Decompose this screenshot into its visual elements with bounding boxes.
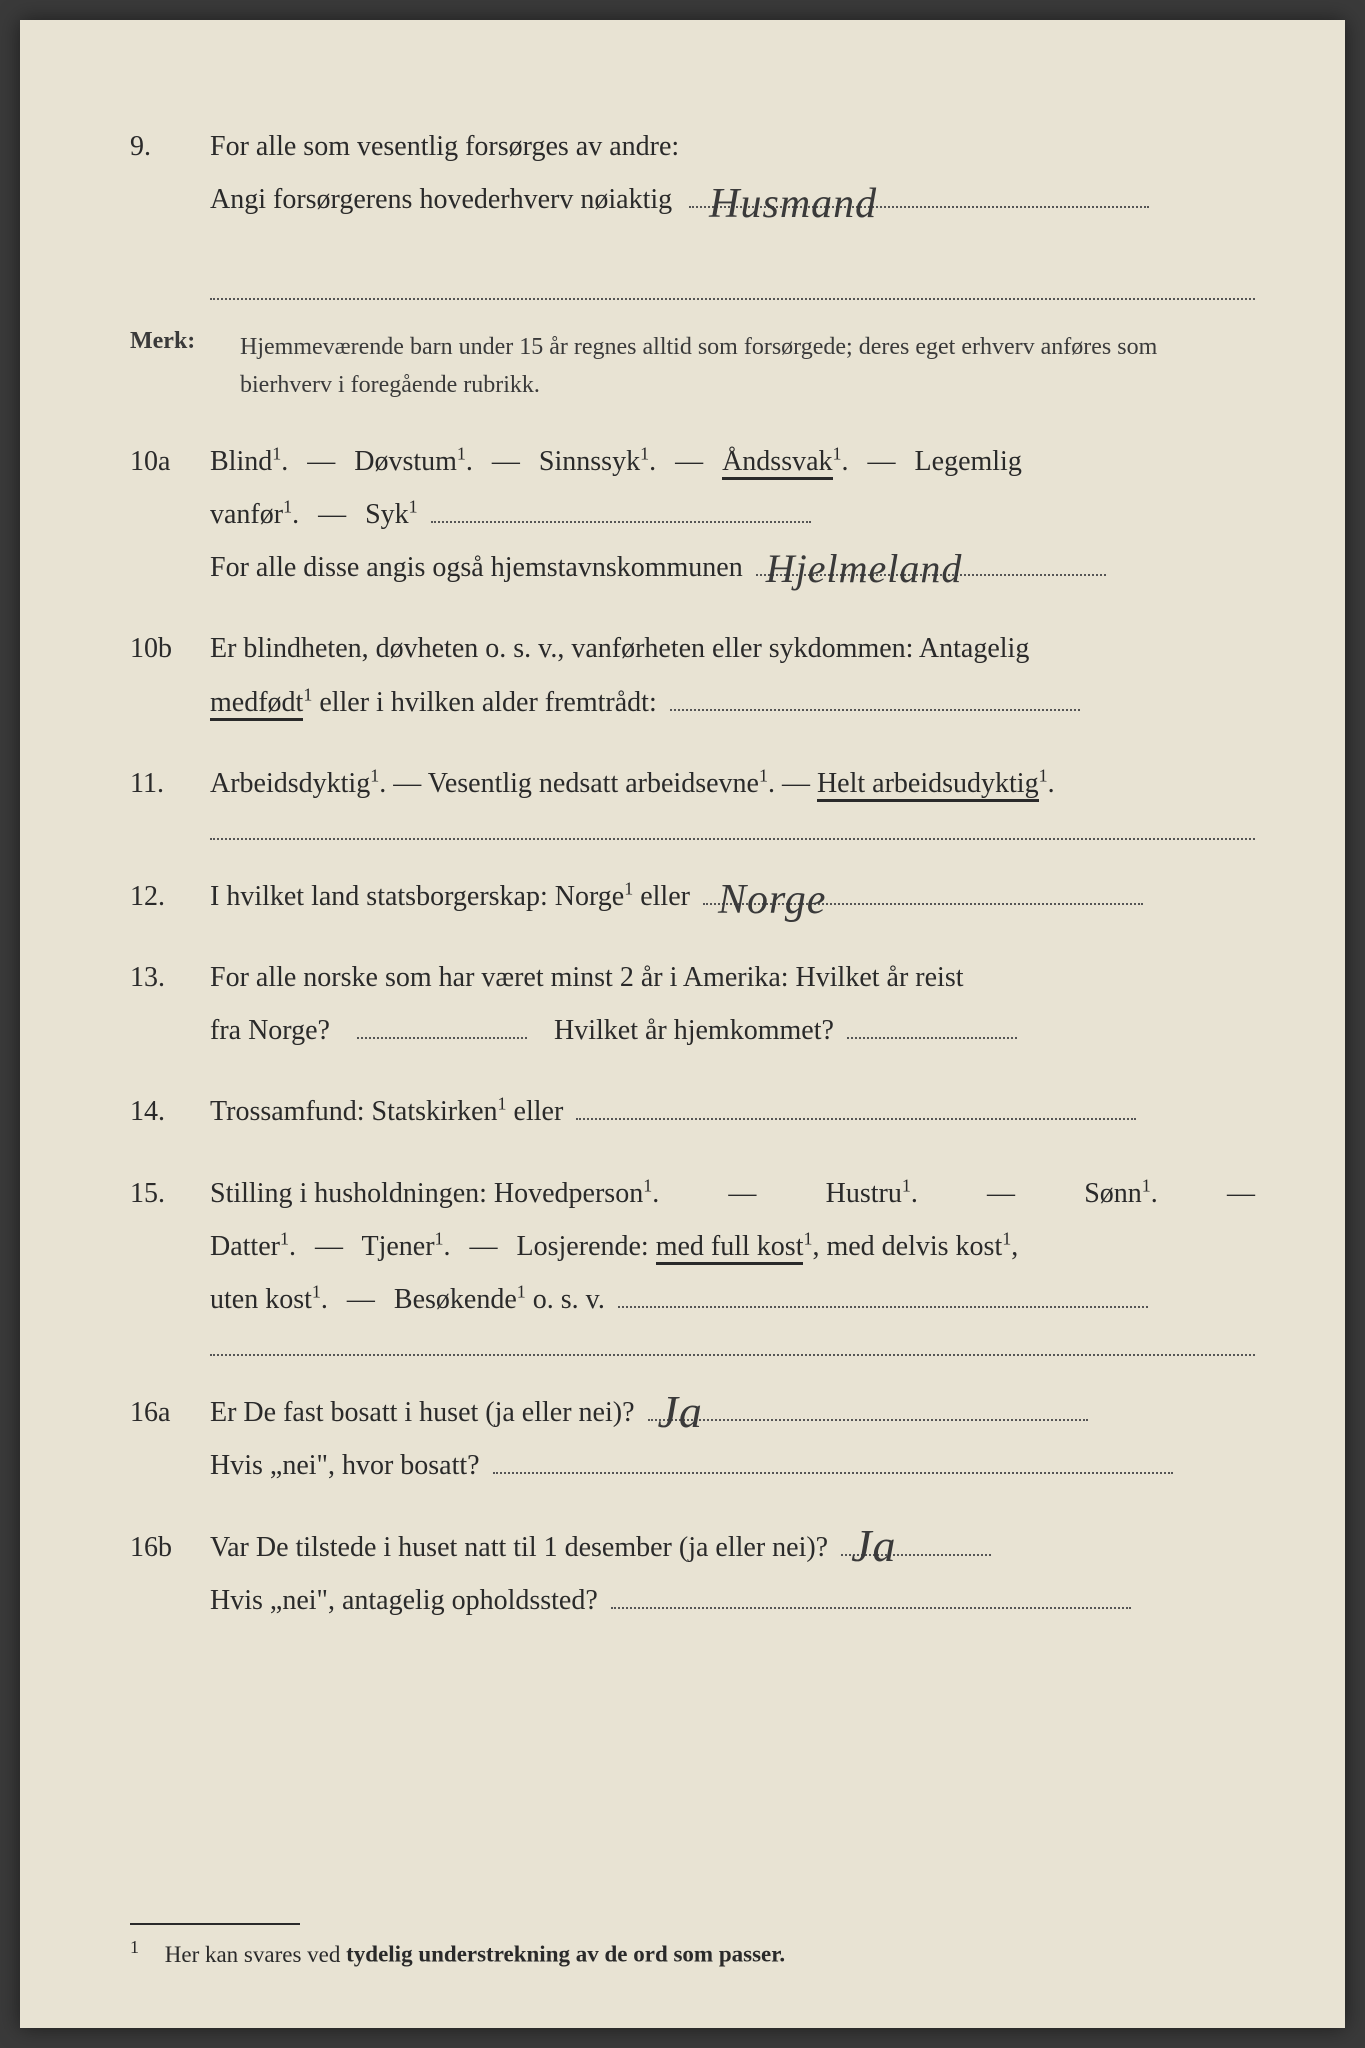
question-content: Arbeidsdyktig1. — Vesentlig nedsatt arbe…	[210, 757, 1255, 810]
q9-line2: Angi forsørgerens hovederhverv nøiaktig …	[210, 173, 1255, 226]
merk-label: Merk:	[130, 328, 240, 355]
question-13: 13. For alle norske som har været minst …	[130, 951, 1255, 1057]
q10a-options-line1: Blind1. — Døvstum1. — Sinnssyk1. — Åndss…	[210, 435, 1255, 488]
divider-line	[210, 1354, 1255, 1356]
question-10b: 10b Er blindheten, døvheten o. s. v., va…	[130, 622, 1255, 728]
q12-handwritten: Norge	[718, 861, 826, 941]
question-content: For alle som vesentlig forsørges av andr…	[210, 120, 1255, 300]
footnote-text: 1 Her kan svares ved tydelig understrekn…	[130, 1937, 1255, 1968]
question-12: 12. I hvilket land statsborgerskap: Norg…	[130, 870, 1255, 923]
q10b-line1: Er blindheten, døvheten o. s. v., vanfør…	[210, 622, 1255, 675]
question-number: 11.	[130, 757, 210, 810]
q16a-field1[interactable]: Ja	[648, 1388, 1088, 1422]
q13-year-left-field[interactable]	[357, 1006, 527, 1040]
question-number: 10a	[130, 435, 210, 488]
question-content: Trossamfund: Statskirken1 eller	[210, 1085, 1255, 1138]
question-number: 16b	[130, 1521, 210, 1574]
q13-line1: For alle norske som har været minst 2 år…	[210, 951, 1255, 1004]
question-content: For alle norske som har været minst 2 år…	[210, 951, 1255, 1057]
footnote: 1 Her kan svares ved tydelig understrekn…	[130, 1923, 1255, 1968]
question-14: 14. Trossamfund: Statskirken1 eller	[130, 1085, 1255, 1138]
q15-line2: Datter1. — Tjener1. — Losjerende: med fu…	[210, 1220, 1255, 1273]
question-16a: 16a Er De fast bosatt i huset (ja eller …	[130, 1386, 1255, 1492]
q10b-age-field[interactable]	[670, 677, 1080, 711]
question-number: 13.	[130, 951, 210, 1004]
q16a-line1: Er De fast bosatt i huset (ja eller nei)…	[210, 1386, 1255, 1439]
question-number: 16a	[130, 1386, 210, 1439]
q10a-line3: For alle disse angis også hjemstavnskomm…	[210, 541, 1255, 594]
q10a-handwritten: Hjelmeland	[766, 531, 963, 607]
question-content: Var De tilstede i huset natt til 1 desem…	[210, 1521, 1255, 1627]
q14-field[interactable]	[576, 1087, 1136, 1121]
question-content: Stilling i husholdningen: Hovedperson1. …	[210, 1167, 1255, 1327]
question-content: Er blindheten, døvheten o. s. v., vanfør…	[210, 622, 1255, 728]
q16b-field2[interactable]	[611, 1575, 1131, 1609]
question-9: 9. For alle som vesentlig forsørges av a…	[130, 120, 1255, 300]
q15-line1: Stilling i husholdningen: Hovedperson1. …	[210, 1167, 1255, 1220]
q10a-kommune-field[interactable]: Hjelmeland	[756, 543, 1106, 577]
question-16b: 16b Var De tilstede i huset natt til 1 d…	[130, 1521, 1255, 1627]
form-page: 9. For alle som vesentlig forsørges av a…	[20, 20, 1345, 2028]
question-number: 14.	[130, 1085, 210, 1138]
q12-field[interactable]: Norge	[703, 871, 1143, 905]
merk-text: Hjemmeværende barn under 15 år regnes al…	[240, 328, 1255, 405]
q16b-line2: Hvis „nei", antagelig opholdssted?	[210, 1574, 1255, 1627]
q10a-selected-andssvak: Åndssvak	[722, 446, 832, 480]
q11-selected: Helt arbeidsudyktig	[817, 768, 1039, 802]
question-content: Blind1. — Døvstum1. — Sinnssyk1. — Åndss…	[210, 435, 1255, 595]
question-15: 15. Stilling i husholdningen: Hovedperso…	[130, 1167, 1255, 1327]
q16b-line1: Var De tilstede i huset natt til 1 desem…	[210, 1521, 1255, 1574]
question-number: 9.	[130, 120, 210, 173]
q10b-medfodt-underlined: medfødt	[210, 687, 303, 721]
q13-line2: fra Norge? Hvilket år hjemkommet?	[210, 1004, 1255, 1057]
q15-line3: uten kost1. — Besøkende1 o. s. v.	[210, 1273, 1255, 1326]
question-content: I hvilket land statsborgerskap: Norge1 e…	[210, 870, 1255, 923]
q16a-line2: Hvis „nei", hvor bosatt?	[210, 1439, 1255, 1492]
q9-handwritten: Husmand	[709, 165, 877, 245]
question-10a: 10a Blind1. — Døvstum1. — Sinnssyk1. — Å…	[130, 435, 1255, 595]
q16b-field1[interactable]: Ja	[841, 1522, 991, 1556]
q10a-options-line2: vanfør1. — Syk1	[210, 488, 1255, 541]
divider-line	[210, 838, 1255, 840]
q9-answer-field[interactable]: Husmand	[689, 175, 1149, 209]
q10b-line2: medfødt1 eller i hvilken alder fremtrådt…	[210, 676, 1255, 729]
question-content: Er De fast bosatt i huset (ja eller nei)…	[210, 1386, 1255, 1492]
q10a-syk-field[interactable]	[431, 489, 811, 523]
q15-selected-medfull: med full kost	[656, 1231, 804, 1265]
footnote-divider	[130, 1923, 300, 1925]
question-11: 11. Arbeidsdyktig1. — Vesentlig nedsatt …	[130, 757, 1255, 810]
q9-continuation-line[interactable]	[210, 266, 1255, 300]
q13-year-return-field[interactable]	[847, 1006, 1017, 1040]
merk-note: Merk: Hjemmeværende barn under 15 år reg…	[130, 328, 1255, 405]
q15-field[interactable]	[618, 1274, 1148, 1308]
question-number: 12.	[130, 870, 210, 923]
question-number: 15.	[130, 1167, 210, 1220]
question-number: 10b	[130, 622, 210, 675]
q16a-field2[interactable]	[493, 1441, 1173, 1475]
